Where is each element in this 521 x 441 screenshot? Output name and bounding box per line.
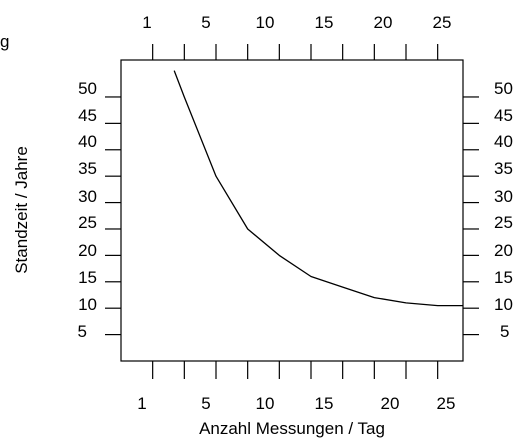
y-axis-label: Standzeit / Jahre [12,146,31,274]
top-tick-label: 5 [201,13,210,32]
right-tick-label: 25 [494,213,513,232]
series-line [173,70,463,307]
cropped-text-fragment: g [0,32,9,51]
bottom-tick-label: 1 [137,394,146,413]
right-tick-label: 20 [494,241,513,260]
right-tick-label: 40 [494,132,513,151]
top-tick-label: 10 [256,13,275,32]
left-axis-tick-labels: 50 45 40 35 30 25 20 15 10 5 [78,79,97,341]
left-tick-label: 5 [78,322,87,341]
bottom-axis-tick-labels: 1 5 10 15 20 25 [137,394,455,413]
left-tick-label: 20 [78,241,97,260]
left-tick-label: 30 [78,187,97,206]
right-tick-label: 50 [494,79,513,98]
right-tick-label: 30 [494,187,513,206]
left-tick-label: 10 [78,295,97,314]
top-tick-label: 1 [142,13,151,32]
left-tick-label: 50 [78,79,97,98]
top-axis-tick-labels: 1 5 10 15 20 25 [142,13,451,32]
right-tick-label: 10 [494,295,513,314]
left-tick-label: 40 [78,132,97,151]
bottom-axis-ticks [152,361,439,379]
bottom-tick-label: 25 [437,394,456,413]
right-tick-label: 15 [494,268,513,287]
plot-frame [120,59,464,362]
right-axis-ticks [463,96,479,336]
right-tick-label: 35 [494,159,513,178]
bottom-tick-label: 5 [201,394,210,413]
left-tick-label: 25 [78,213,97,232]
top-axis-ticks [152,44,439,60]
left-tick-label: 35 [78,159,97,178]
top-tick-label: 20 [374,13,393,32]
right-axis-tick-labels: 50 45 40 35 30 25 20 15 10 5 [494,79,513,341]
bottom-tick-label: 10 [256,394,275,413]
bottom-tick-label: 15 [315,394,334,413]
right-tick-label: 5 [500,322,509,341]
x-axis-label: Anzahl Messungen / Tag [199,419,385,438]
left-axis-ticks [105,96,121,336]
top-tick-label: 15 [315,13,334,32]
left-tick-label: 45 [78,106,97,125]
right-tick-label: 45 [494,106,513,125]
left-tick-label: 15 [78,268,97,287]
top-tick-label: 25 [433,13,452,32]
bottom-tick-label: 20 [381,394,400,413]
